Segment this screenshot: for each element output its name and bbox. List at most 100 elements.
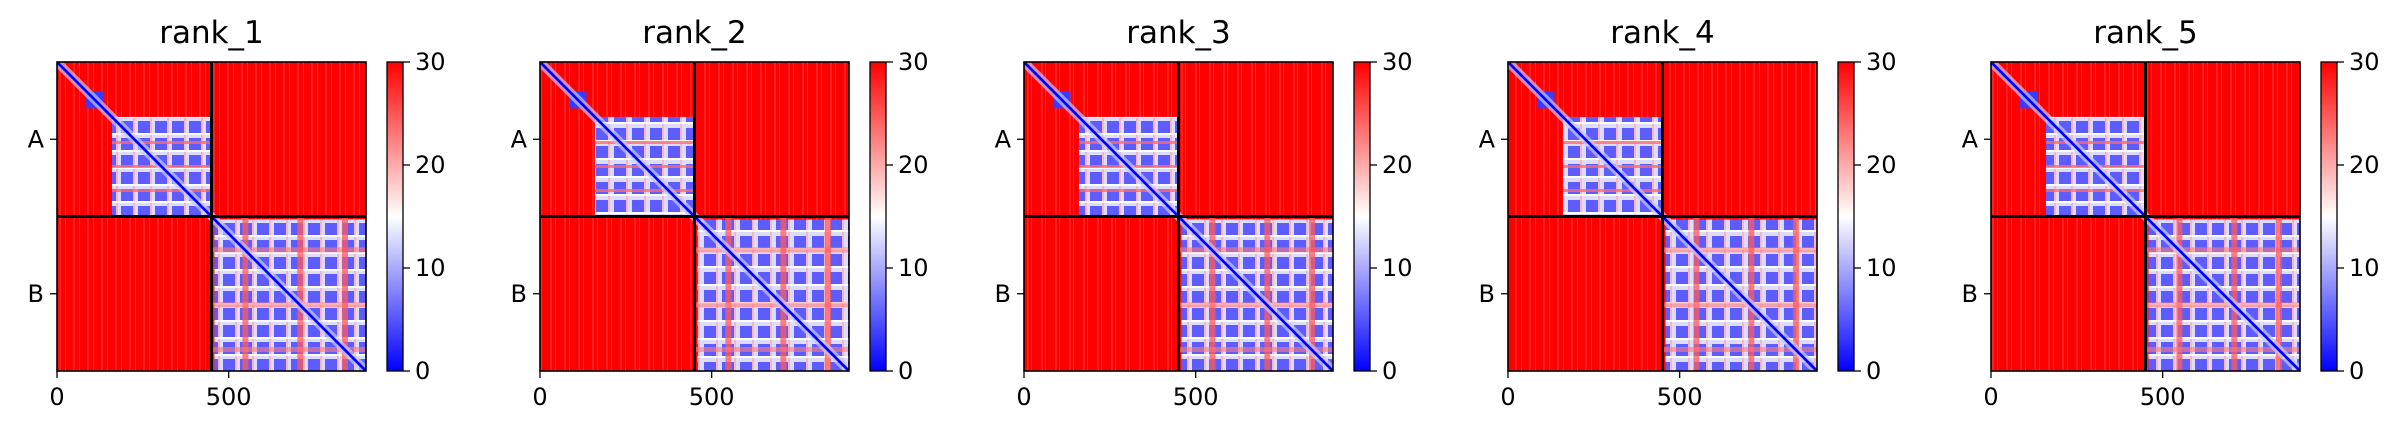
chain-b-band	[694, 346, 849, 352]
chain-label-b: B	[1479, 280, 1495, 308]
colorbar-tick-label: 30	[2349, 48, 2380, 76]
chain-b-band	[1178, 247, 1333, 253]
chain-b-band	[211, 346, 366, 352]
chain-b-band	[2275, 216, 2282, 371]
chain-b-band	[297, 216, 304, 371]
heatmap-diagonal-halo	[1508, 64, 1815, 371]
heatmap-diagonal-halo	[542, 62, 849, 369]
colorbar-tick-label: 30	[1382, 48, 1413, 76]
pae-panel-3: rank_3 0 500 A B 0 10 20 30	[995, 15, 1413, 411]
chart-title: rank_1	[159, 15, 264, 51]
axes-frame	[1023, 61, 1334, 372]
chain-label-a: A	[995, 125, 1012, 153]
chain-b-band	[1748, 216, 1755, 371]
x-tick-label: 0	[1500, 383, 1515, 411]
chain-label-b: B	[511, 280, 527, 308]
chain-a-stripe	[594, 189, 695, 193]
heatmap-diagonal-halo	[57, 64, 364, 371]
x-tick-label: 0	[49, 383, 64, 411]
chain-b-band	[725, 216, 732, 371]
colorbar-tick-label: 0	[1382, 357, 1397, 385]
chart-title: rank_4	[1610, 15, 1715, 51]
chain-a-stripe	[111, 189, 212, 193]
chain-b-band	[694, 247, 849, 253]
colorbar-tick-label: 30	[415, 48, 446, 76]
chain-b-band	[824, 216, 831, 371]
heatmap-diagonal-halo	[540, 64, 847, 371]
heatmap-diagonal-halo	[1991, 64, 2298, 371]
pae-panel-2: rank_2 0 500 A B 0 10 20 30	[511, 15, 929, 411]
chain-label-a: A	[1479, 125, 1496, 153]
pae-panel-4: rank_4 0 500 A B 0 10 20 30	[1479, 15, 1897, 411]
chain-b-band	[1662, 302, 1817, 308]
colorbar-tick-label: 30	[898, 48, 929, 76]
colorbar-tick-label: 0	[415, 357, 430, 385]
colorbar	[1353, 61, 1371, 372]
x-tick-label: 500	[1657, 383, 1703, 411]
colorbar-tick-label: 20	[415, 151, 446, 179]
chain-a-stripe	[2045, 189, 2146, 193]
pae-panel-5: rank_5 0 500 A B 0 10 20 30	[1962, 15, 2380, 411]
chain-a-stripe	[1078, 189, 1179, 193]
chain-a-stripe	[1562, 140, 1663, 144]
chain-b-band	[2145, 346, 2300, 352]
chain-a-stripe	[1562, 189, 1663, 193]
axes-frame	[56, 61, 367, 372]
chain-b-band	[1308, 216, 1315, 371]
chain-b-band	[211, 247, 366, 253]
chain-b-band	[1264, 216, 1271, 371]
colorbar-tick-label: 20	[2349, 151, 2380, 179]
chain-b-band	[1693, 216, 1700, 371]
colorbar-tick-label: 10	[2349, 254, 2380, 282]
colorbar-tick-label: 0	[898, 357, 913, 385]
chain-b-band	[2145, 302, 2300, 308]
x-tick-label: 0	[532, 383, 547, 411]
heatmap-diagonal-halo	[1026, 62, 1333, 369]
chain-b-band	[2231, 216, 2238, 371]
chain-b-band	[1792, 216, 1799, 371]
chain-b-band	[694, 302, 849, 308]
colorbar-tick-label: 10	[1866, 254, 1897, 282]
heatmap-diagonal-halo	[1510, 62, 1817, 369]
chain-b-band	[1662, 346, 1817, 352]
chain-b-band	[1662, 247, 1817, 253]
chain-label-a: A	[1962, 125, 1979, 153]
colorbar-tick-label: 10	[1382, 254, 1413, 282]
chain-a-stripe	[111, 140, 212, 144]
heatmap-diagonal-halo	[59, 62, 366, 369]
chain-label-a: A	[511, 125, 528, 153]
colorbar-tick-label: 0	[1866, 357, 1881, 385]
x-tick-label: 0	[1983, 383, 1998, 411]
colorbar-tick-label: 20	[1866, 151, 1897, 179]
axes-frame	[1990, 61, 2301, 372]
x-tick-label: 0	[1016, 383, 1031, 411]
chain-b-band	[211, 302, 366, 308]
pae-panel-1: rank_1 0 500 A B 0 10 20 30	[28, 15, 446, 411]
chain-label-b: B	[28, 280, 44, 308]
axes-frame	[1507, 61, 1818, 372]
heatmap-diagonal-halo	[1024, 64, 1331, 371]
colorbar	[2320, 61, 2338, 372]
colorbar-tick-label: 0	[2349, 357, 2364, 385]
axes-frame	[539, 61, 850, 372]
chain-b-band	[2176, 216, 2183, 371]
colorbar-tick-label: 20	[1382, 151, 1413, 179]
chain-label-a: A	[28, 125, 45, 153]
heatmap-diagonal-halo	[1993, 62, 2300, 369]
x-tick-label: 500	[689, 383, 735, 411]
chain-b-band	[242, 216, 249, 371]
chain-a-stripe	[2045, 140, 2146, 144]
colorbar	[869, 61, 887, 372]
x-tick-label: 500	[1173, 383, 1219, 411]
colorbar-tick-label: 10	[415, 254, 446, 282]
chain-b-band	[2145, 247, 2300, 253]
chain-label-b: B	[995, 280, 1011, 308]
colorbar-tick-label: 20	[898, 151, 929, 179]
chain-b-band	[1178, 346, 1333, 352]
colorbar-tick-label: 10	[898, 254, 929, 282]
chain-a-stripe	[594, 140, 695, 144]
chain-b-band	[1209, 216, 1216, 371]
chain-a-stripe	[1078, 140, 1179, 144]
chart-title: rank_3	[1126, 15, 1231, 51]
